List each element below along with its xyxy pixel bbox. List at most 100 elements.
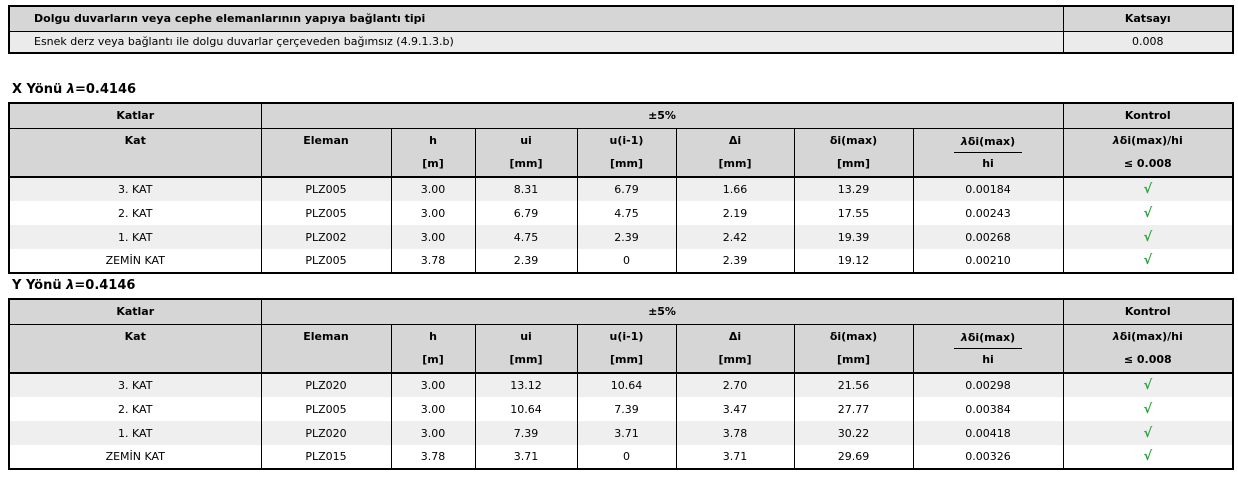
drift-table-y: Katlar ±5% Kontrol Kat Eleman h [m] ui [mm…	[8, 298, 1235, 470]
check-icon: √	[1062, 177, 1234, 201]
eleman-cell: PLZ020	[260, 421, 391, 445]
katsayi-value: 0.008	[1062, 31, 1233, 53]
connection-type-table: Dolgu duvarların veya cephe elemanlarını…	[8, 5, 1234, 54]
check-icon: √	[1062, 201, 1234, 225]
h-cell: 3.00	[390, 373, 475, 397]
lambda-symbol: λ	[1112, 134, 1120, 148]
ui-column-header: ui [mm]	[474, 128, 577, 178]
ui-prev-cell: 0	[576, 249, 676, 273]
kat-cell: 3. KAT	[9, 177, 261, 201]
group-header-row: Katlar ±5% Kontrol	[9, 103, 1234, 129]
kontrol-header: Kontrol	[1062, 103, 1234, 129]
delta-i-cell: 3.47	[675, 397, 794, 421]
eleman-cell: PLZ005	[260, 249, 391, 273]
lambda-symbol: λ	[66, 82, 75, 97]
ratio-cell: 0.00268	[912, 225, 1064, 249]
ratio-fraction-header: λδi(max) hi	[912, 128, 1064, 178]
column-header-row: Kat Eleman h [m] ui [mm] u(i-1) [mm] Δi [mm]…	[9, 128, 1234, 178]
kat-column-header: Kat	[9, 324, 261, 374]
lambda-symbol: λ	[1112, 330, 1120, 344]
kat-cell: 1. KAT	[9, 225, 261, 249]
ratio-cell: 0.00298	[912, 373, 1064, 397]
delta-i-max-cell: 27.77	[793, 397, 913, 421]
delta-i-max-cell: 13.29	[793, 177, 913, 201]
fraction-numerator: λδi(max)	[953, 130, 1023, 153]
ui-cell: 13.12	[474, 373, 577, 397]
heading-y-prefix: Y Yönü	[12, 278, 67, 293]
table-row: 3. KAT PLZ005 3.00 8.31 6.79 1.66 13.29 …	[9, 177, 1234, 201]
h-cell: 3.00	[390, 397, 475, 421]
check-icon: √	[1062, 397, 1234, 421]
delta-i-max-column-header: δi(max) [mm]	[793, 128, 913, 178]
ui-prev-column-header: u(i-1) [mm]	[576, 324, 676, 374]
delta-i-cell: 2.42	[675, 225, 794, 249]
ui-cell: 7.39	[474, 421, 577, 445]
h-cell: 3.00	[390, 177, 475, 201]
ui-prev-cell: 0	[576, 445, 676, 469]
eleman-column-header: Eleman	[260, 324, 391, 374]
h-cell: 3.00	[390, 201, 475, 225]
connection-type-data-row: Esnek derz veya bağlantı ile dolgu duvar…	[9, 31, 1233, 53]
tolerance-header: ±5%	[260, 103, 1064, 129]
fraction-numerator: λδi(max)	[953, 326, 1023, 349]
limit-value: ≤ 0.008	[1123, 353, 1172, 367]
ui-cell: 8.31	[474, 177, 577, 201]
ui-column-header: ui [mm]	[474, 324, 577, 374]
heading-x-prefix: X Yönü	[12, 82, 67, 97]
kontrol-limit-header: λδi(max)/hi ≤ 0.008	[1062, 128, 1234, 178]
kat-cell: 3. KAT	[9, 373, 261, 397]
lambda-symbol: λ	[960, 330, 968, 344]
kat-cell: 2. KAT	[9, 397, 261, 421]
delta-i-cell: 3.71	[675, 445, 794, 469]
ratio-cell: 0.00243	[912, 201, 1064, 225]
delta-i-max-column-header: δi(max) [mm]	[793, 324, 913, 374]
h-cell: 3.00	[390, 225, 475, 249]
tolerance-header: ±5%	[260, 299, 1064, 325]
kat-cell: ZEMİN KAT	[9, 249, 261, 273]
katlar-header: Katlar	[9, 299, 261, 325]
delta-i-max-cell: 17.55	[793, 201, 913, 225]
ui-prev-cell: 3.71	[576, 421, 676, 445]
table-row: ZEMİN KAT PLZ015 3.78 3.71 0 3.71 29.69 …	[9, 445, 1234, 469]
ratio-fraction-header: λδi(max) hi	[912, 324, 1064, 374]
check-icon: √	[1062, 445, 1234, 469]
kontrol-limit-header: λδi(max)/hi ≤ 0.008	[1062, 324, 1234, 374]
fraction-denominator: hi	[982, 156, 994, 170]
ui-cell: 6.79	[474, 201, 577, 225]
group-header-row: Katlar ±5% Kontrol	[9, 299, 1234, 325]
table-row: ZEMİN KAT PLZ005 3.78 2.39 0 2.39 19.12 …	[9, 249, 1234, 273]
connection-type-value: Esnek derz veya bağlantı ile dolgu duvar…	[9, 31, 1063, 53]
ui-prev-cell: 6.79	[576, 177, 676, 201]
eleman-cell: PLZ015	[260, 445, 391, 469]
connection-type-title: Dolgu duvarların veya cephe elemanlarını…	[9, 6, 1063, 32]
section-heading-y: Y Yönü λ=0.4146	[12, 278, 1232, 293]
katsayi-header: Katsayı	[1062, 6, 1233, 32]
lambda-symbol: λ	[66, 278, 75, 293]
check-icon: √	[1062, 373, 1234, 397]
delta-i-max-cell: 30.22	[793, 421, 913, 445]
kat-cell: ZEMİN KAT	[9, 445, 261, 469]
delta-i-cell: 2.70	[675, 373, 794, 397]
ratio-cell: 0.00210	[912, 249, 1064, 273]
eleman-cell: PLZ005	[260, 201, 391, 225]
heading-x-value: =0.4146	[74, 82, 137, 97]
kat-column-header: Kat	[9, 128, 261, 178]
kontrol-header: Kontrol	[1062, 299, 1234, 325]
ui-prev-cell: 2.39	[576, 225, 676, 249]
h-cell: 3.78	[390, 249, 475, 273]
ratio-cell: 0.00326	[912, 445, 1064, 469]
check-icon: √	[1062, 249, 1234, 273]
check-icon: √	[1062, 225, 1234, 249]
table-row: 1. KAT PLZ002 3.00 4.75 2.39 2.42 19.39 …	[9, 225, 1234, 249]
delta-i-column-header: Δi [mm]	[675, 324, 794, 374]
section-heading-x: X Yönü λ=0.4146	[12, 82, 1232, 97]
ratio-cell: 0.00184	[912, 177, 1064, 201]
drift-table-x: Katlar ±5% Kontrol Kat Eleman h [m] ui [mm…	[8, 102, 1235, 274]
delta-i-cell: 2.39	[675, 249, 794, 273]
delta-i-cell: 3.78	[675, 421, 794, 445]
delta-i-column-header: Δi [mm]	[675, 128, 794, 178]
eleman-cell: PLZ002	[260, 225, 391, 249]
connection-type-header-row: Dolgu duvarların veya cephe elemanlarını…	[9, 6, 1233, 32]
ui-cell: 4.75	[474, 225, 577, 249]
ui-prev-cell: 7.39	[576, 397, 676, 421]
